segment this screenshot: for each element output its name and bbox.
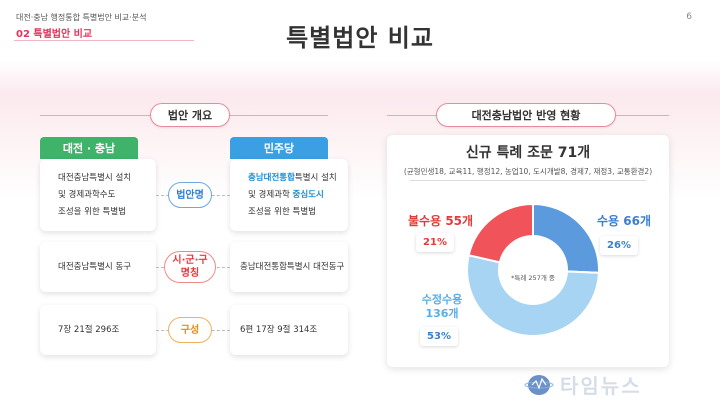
news-logo: 타임뉴스 — [524, 370, 642, 399]
reject-label-text: 불수용 — [408, 214, 442, 228]
row1-left-line3: 조성을 위한 특별법 — [58, 206, 126, 217]
donut-chart — [468, 202, 598, 337]
row2-right-cell: 충남대전통합특별시 대전동구 — [230, 242, 348, 292]
accept-label-text: 수용 — [597, 214, 620, 228]
accept-label: 수용 66개 — [597, 212, 651, 229]
modified-label-text: 수정수용 — [421, 293, 463, 306]
highlight-text: 중심도시 — [292, 189, 324, 200]
row2-label-line2: 명칭 — [180, 268, 200, 279]
row1-right-line2: 및 경제과학 중심도시 — [248, 187, 337, 204]
accept-count: 66개 — [623, 214, 652, 228]
chart-center-note: *특례 257개 중 — [511, 274, 555, 282]
row3-right-cell: 6편 17장 9절 314조 — [230, 305, 348, 355]
modified-percent: 53% — [420, 327, 458, 346]
segment-modified — [468, 254, 598, 337]
reject-count: 55개 — [445, 214, 474, 228]
left-section-title: 법안 개요 — [150, 103, 230, 127]
right-section-title: 대전충남법안 반영 현황 — [436, 103, 616, 127]
header-divider — [14, 40, 194, 41]
row3-left-cell: 7장 21절 296조 — [40, 305, 156, 355]
row1-label: 법안명 — [168, 182, 212, 208]
row3-label: 구성 — [168, 317, 212, 343]
modified-count: 136개 — [425, 307, 459, 320]
accept-percent: 26% — [600, 236, 638, 255]
row3-left-text: 7장 21절 296조 — [58, 324, 120, 335]
page-number: 6 — [686, 12, 692, 22]
header-subtitle: 대전·충남 행정통합 특별법안 비교·분석 — [16, 13, 147, 22]
row1-right-line2-pre: 및 경제과학 — [248, 189, 293, 200]
modified-label: 수정수용 136개 — [412, 293, 472, 321]
row3-right-text: 6편 17장 9절 314조 — [240, 324, 318, 335]
panel-divider — [410, 180, 646, 181]
row2-right-text: 충남대전통합특별시 대전동구 — [240, 261, 345, 272]
segment-accept — [532, 202, 598, 274]
panel-subtitle: (균형민생18, 교육11, 행정12, 농업10, 도시개발8, 경제7, 재… — [403, 167, 653, 176]
reject-percent: 21% — [416, 233, 454, 252]
tab-democratic-party: 민주당 — [230, 137, 328, 159]
globe-icon — [524, 374, 554, 395]
section-label: 02 특별법안 비교 — [16, 29, 93, 40]
row1-right-cell: 충남대전통합특별시 설치 및 경제과학 중심도시 조성을 위한 특별법 — [230, 159, 348, 231]
row2-left-text: 대전충남특별시 동구 — [58, 261, 132, 272]
row1-right-line3: 조성을 위한 특별법 — [248, 206, 316, 217]
tab-daejeon-chungnam: 대전 · 충남 — [40, 137, 138, 159]
logo-text: 타임뉴스 — [560, 374, 642, 398]
row1-right-line1-rest: 특별시 설치 — [294, 172, 337, 183]
row1-left-line1: 대전충남특별시 설치 — [58, 172, 132, 183]
reject-label: 불수용 55개 — [408, 212, 473, 229]
row2-left-cell: 대전충남특별시 동구 — [40, 242, 156, 292]
panel-title: 신규 특례 조문 71개 — [465, 145, 591, 161]
segment-reject — [468, 202, 534, 264]
row2-label-line1: 시·군·구 — [172, 255, 208, 266]
row1-left-cell: 대전충남특별시 설치 및 경제과학수도 조성을 위한 특별법 — [40, 159, 156, 231]
row1-left-line2: 및 경제과학수도 — [58, 189, 116, 200]
page-title: 특별법안 비교 — [286, 24, 434, 52]
row2-label: 시·군·구 명칭 — [164, 251, 216, 283]
highlight-text: 충남대전통합 — [248, 172, 295, 183]
row1-right-line1: 충남대전통합특별시 설치 — [248, 170, 337, 187]
